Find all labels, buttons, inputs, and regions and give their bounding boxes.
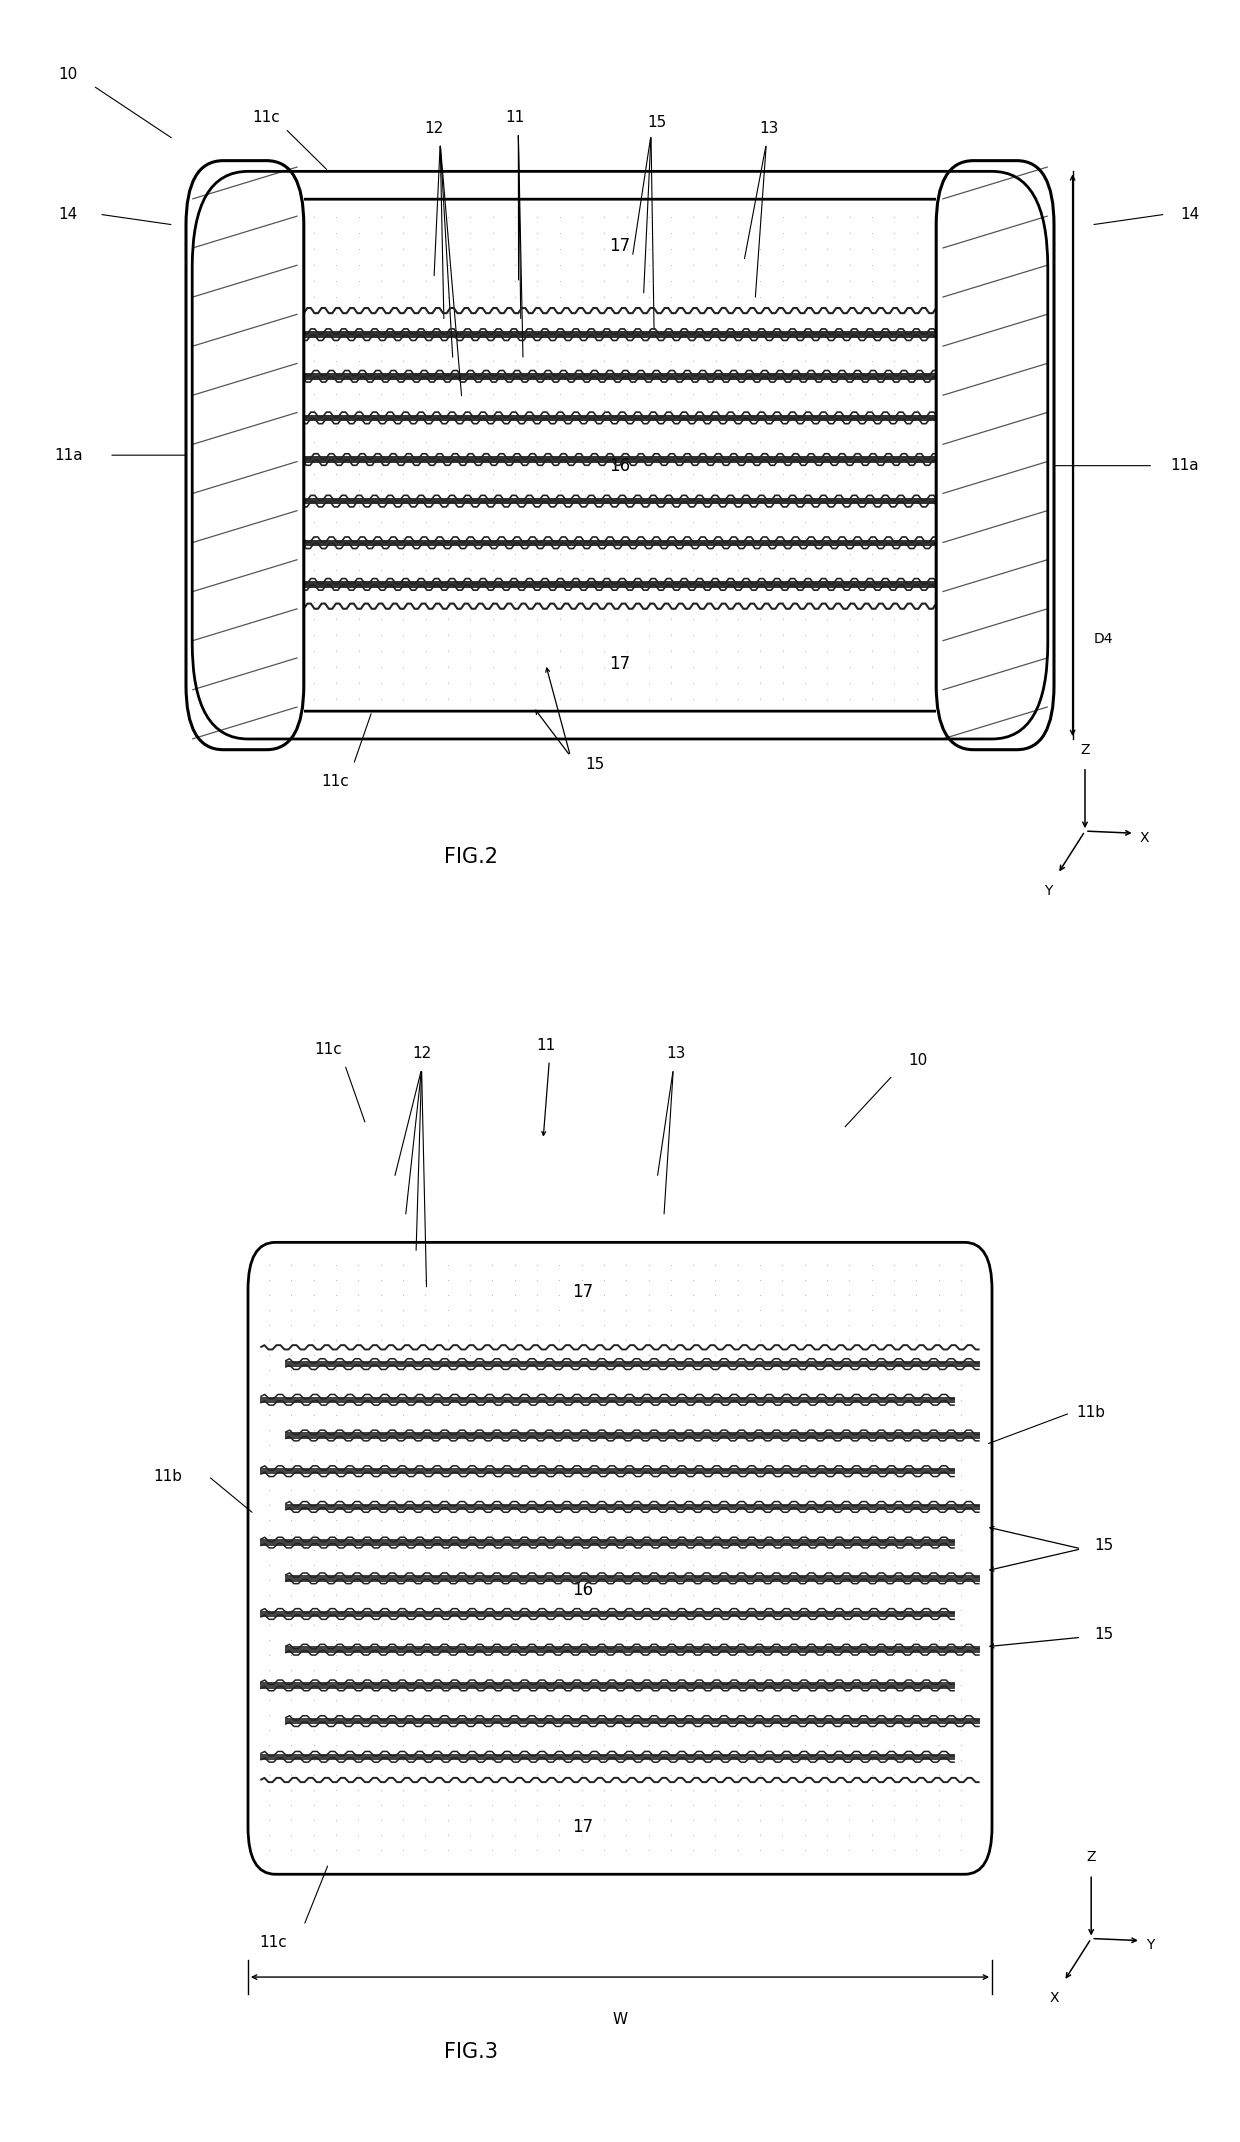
Text: 11b: 11b [153,1469,182,1484]
Text: 15: 15 [1094,1626,1114,1641]
Bar [260,1754,955,1761]
Text: 13: 13 [666,1045,686,1062]
Text: 11c: 11c [259,1934,286,1951]
Text: 12: 12 [412,1045,432,1062]
Text: 10: 10 [58,66,78,84]
Bar [260,1467,955,1474]
Text: Y: Y [1147,1939,1154,1951]
Text: FIG.3: FIG.3 [444,2041,498,2063]
Text: 17: 17 [572,1819,594,1836]
Text: 13: 13 [759,120,779,137]
Bar [264,332,957,338]
Bar [283,373,976,379]
Text: 11a: 11a [53,448,83,463]
Bar [186,161,304,750]
Text: 15: 15 [647,114,667,131]
Bar [264,497,957,503]
Text: 11c: 11c [253,109,280,126]
Bar [260,1397,955,1403]
Text: Z: Z [1086,1851,1096,1864]
Text: 11c: 11c [315,1041,342,1058]
Text: 16: 16 [572,1581,594,1598]
Bar [285,1504,980,1510]
Text: 11b: 11b [1076,1405,1106,1420]
Text: W: W [613,2011,627,2028]
Text: 11c: 11c [321,773,348,790]
Text: 16: 16 [609,456,631,476]
Bar [285,1647,980,1654]
Text: Z: Z [1080,743,1090,756]
Text: 15: 15 [1094,1538,1114,1553]
Bar [285,1433,980,1439]
Bar [285,1718,980,1724]
Text: 10: 10 [908,1052,928,1069]
Bar [260,1681,955,1688]
Text: 12: 12 [424,120,444,137]
Text: 14: 14 [1180,206,1200,223]
Text: 17: 17 [609,655,631,673]
Text: D4: D4 [1094,632,1114,647]
Bar [285,1574,980,1581]
Text: 17: 17 [572,1283,594,1300]
Text: 14: 14 [58,206,78,223]
Bar [936,161,1054,750]
Text: 11a: 11a [1169,458,1199,473]
Text: X: X [1140,831,1149,844]
Bar [283,540,976,546]
Text: FIG.2: FIG.2 [444,846,498,868]
Bar [285,1360,980,1367]
Text: 11: 11 [505,109,525,126]
Bar [264,416,957,422]
Bar [264,580,957,587]
Bar [260,1611,955,1617]
Text: Y: Y [1044,885,1052,897]
Text: 17: 17 [609,238,631,255]
Bar [260,1540,955,1547]
Bar [283,456,976,463]
Text: 15: 15 [585,756,605,773]
Text: 11: 11 [536,1037,556,1054]
Text: X: X [1049,1992,1059,2005]
